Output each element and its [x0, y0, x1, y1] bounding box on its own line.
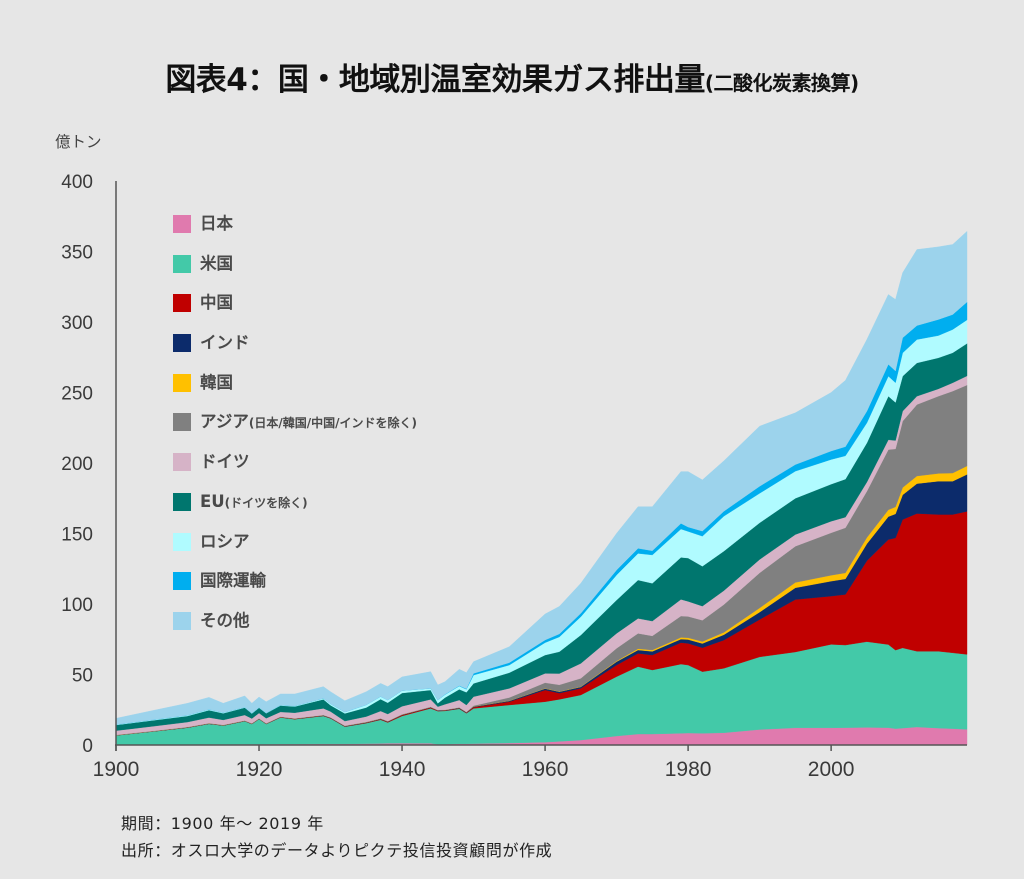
x-tick-label: 1960: [522, 758, 569, 781]
y-tick-label: 200: [61, 454, 93, 475]
legend-swatch-asia-other: [173, 413, 191, 432]
y-tick-label: 0: [82, 736, 93, 757]
legend-item-germany: ドイツ: [173, 452, 417, 492]
legend-label-asia-other-name: アジア: [200, 412, 249, 432]
y-axis-unit-label: 億トン: [55, 133, 102, 151]
y-tick-label: 400: [61, 172, 93, 193]
legend-label-korea: 韓国: [200, 372, 233, 392]
legend-item-asia-other: アジア(日本/韓国/中国/インドを除く): [173, 412, 417, 452]
legend-swatch-india: [173, 334, 191, 353]
legend-label-eu-other: EU(ドイツを除く): [200, 492, 308, 513]
legend-label-japan: 日本: [200, 214, 233, 233]
legend-swatch-usa: [173, 254, 191, 273]
legend-item-india: インド: [173, 333, 417, 373]
y-tick-label: 250: [61, 384, 93, 405]
legend-label-russia: ロシア: [200, 531, 250, 551]
x-tick-label: 1900: [93, 758, 140, 781]
y-tick-label: 350: [61, 243, 93, 264]
y-tick-label: 300: [61, 313, 93, 334]
x-axis-ticks: 1900 1920 1940 1960 1980 2000: [93, 745, 855, 781]
legend-swatch-intl-transport: [173, 572, 191, 591]
x-tick-label: 2000: [808, 758, 855, 781]
x-tick-label: 1980: [665, 758, 712, 781]
legend-swatch-others: [173, 611, 191, 630]
legend-swatch-korea: [173, 373, 191, 392]
legend-swatch-japan: [173, 215, 191, 233]
legend-label-usa: 米国: [200, 253, 233, 273]
legend-item-others: その他: [173, 611, 417, 651]
legend-item-intl-transport: 国際運輸: [173, 571, 417, 611]
legend-swatch-china: [173, 294, 191, 313]
legend-label-intl-transport: 国際運輸: [200, 571, 266, 591]
x-tick-label: 1920: [236, 758, 283, 781]
footer-notes: 期間：1900 年〜 2019 年 出所：オスロ大学のデータよりピクテ投信投資顧…: [121, 810, 552, 864]
x-tick-label: 1940: [379, 758, 426, 781]
legend-item-korea: 韓国: [173, 373, 417, 413]
legend-label-china: 中国: [200, 293, 233, 313]
footer-source: 出所：オスロ大学のデータよりピクテ投信投資顧問が作成: [121, 841, 553, 860]
legend-item-eu-other: EU(ドイツを除く): [173, 492, 417, 532]
y-tick-label: 100: [61, 595, 93, 616]
y-tick-label: 50: [72, 666, 93, 687]
chart-title-sub: (二酸化炭素換算): [704, 71, 859, 95]
legend-label-eu-other-note: (ドイツを除く): [224, 495, 308, 510]
legend-label-eu-other-name: EU: [200, 491, 225, 511]
legend-item-china: 中国: [173, 293, 417, 333]
chart-title: 図表4：国・地域別温室効果ガス排出量(二酸化炭素換算): [0, 60, 1024, 105]
legend-label-others: その他: [200, 610, 250, 630]
legend: 日本 米国 中国 インド 韓国 アジア(日本/韓国/中国/インドを除く) ドイツ…: [173, 214, 417, 651]
y-axis-ticks: 0 50 100 150 200 250 300 350 400: [61, 172, 93, 757]
area-others: [115, 231, 968, 725]
legend-item-russia: ロシア: [173, 532, 417, 572]
legend-item-japan: 日本: [173, 214, 417, 254]
legend-label-india: インド: [200, 333, 250, 353]
footer-period: 期間：1900 年〜 2019 年: [121, 814, 324, 833]
y-tick-label: 150: [61, 525, 93, 546]
legend-label-germany: ドイツ: [200, 452, 250, 472]
chart-title-main: 図表4：国・地域別温室効果ガス排出量: [165, 62, 705, 98]
legend-swatch-germany: [173, 453, 191, 472]
area-layers: [115, 231, 968, 746]
legend-swatch-eu-other: [173, 492, 191, 511]
legend-label-asia-other: アジア(日本/韓国/中国/インドを除く): [200, 412, 417, 433]
legend-swatch-russia: [173, 532, 191, 551]
legend-item-usa: 米国: [173, 254, 417, 294]
legend-label-asia-other-note: (日本/韓国/中国/インドを除く): [248, 416, 417, 431]
